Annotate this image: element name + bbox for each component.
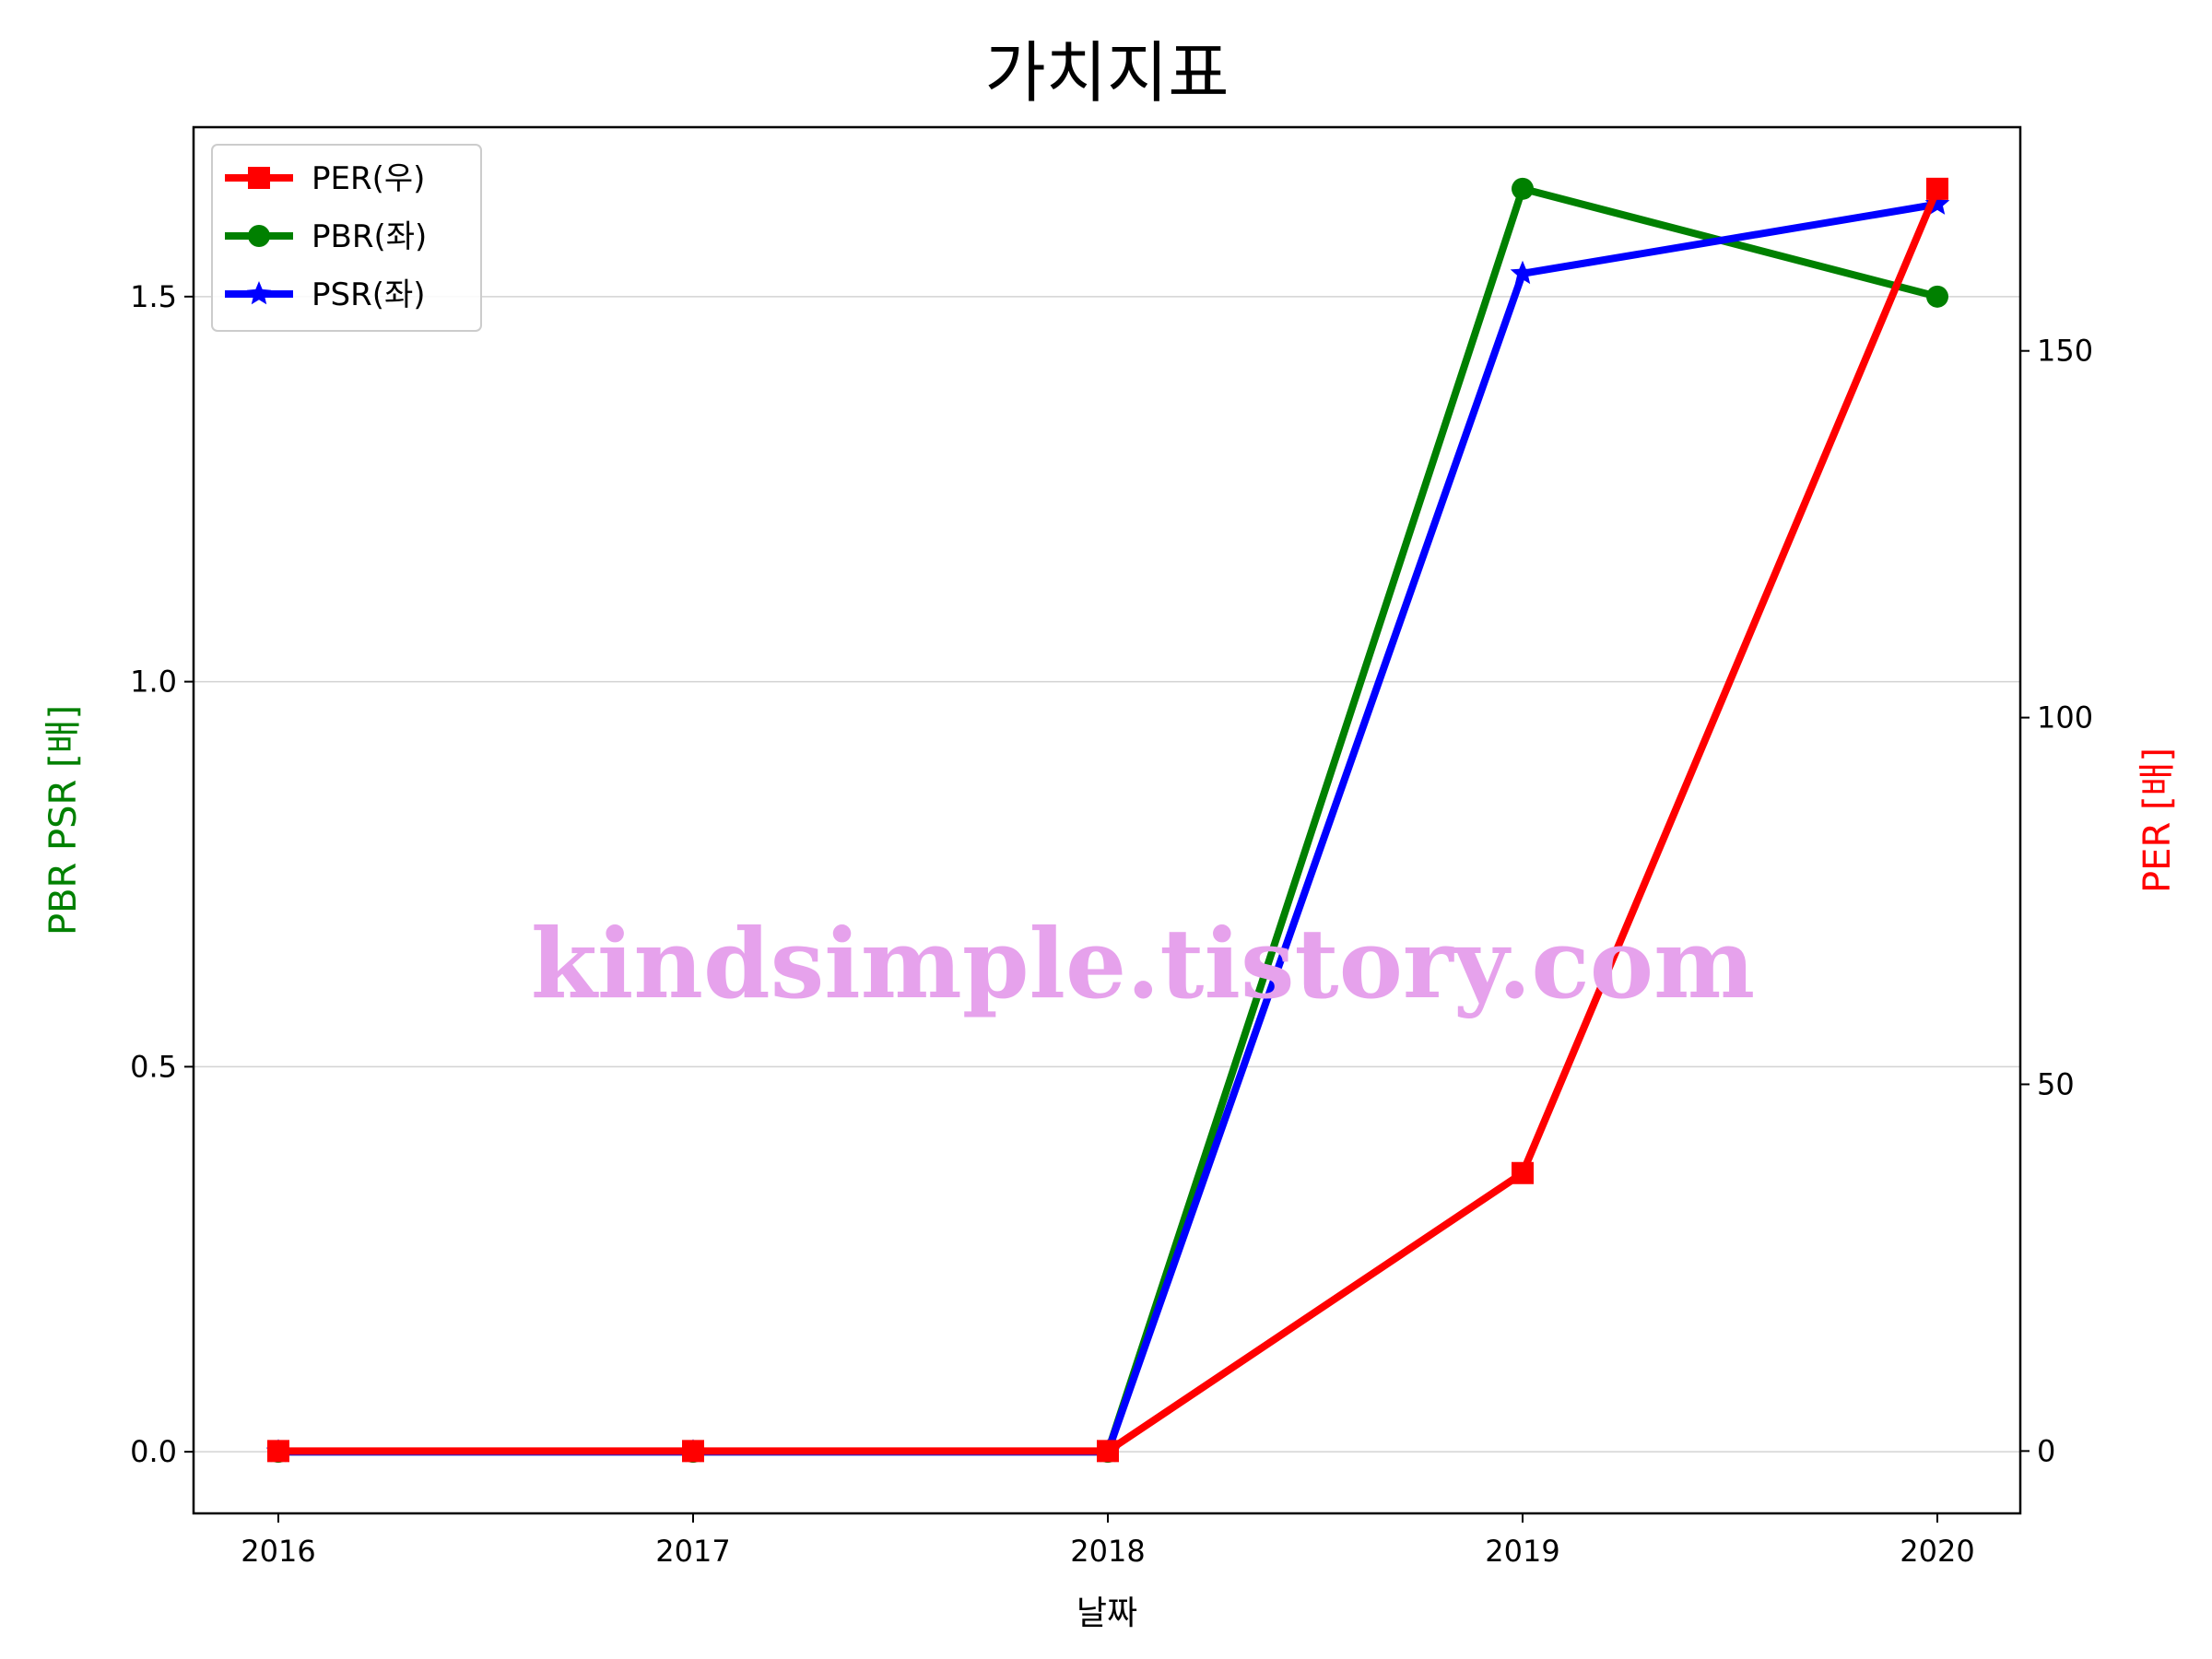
chart-title: 가치지표	[985, 34, 1230, 112]
plot-frame	[192, 125, 2022, 1515]
left-tick-label: 0.0	[130, 1434, 177, 1469]
right-tick-label: 0	[2037, 1433, 2055, 1468]
series-line	[278, 200, 1938, 1456]
legend: PER(우) PBR(좌) PSR(좌)	[211, 144, 482, 332]
series-circle	[267, 177, 1948, 1464]
legend-label: PSR(좌)	[312, 276, 426, 313]
legend-marker	[248, 167, 270, 189]
series-lines	[265, 177, 1950, 1464]
right-tick-label: 100	[2037, 700, 2093, 735]
right-tick-label: 50	[2037, 1066, 2075, 1101]
data-point	[1097, 1440, 1119, 1463]
data-point	[1512, 177, 1534, 200]
series-line	[278, 187, 1941, 1455]
x-tick-label: 2020	[1900, 1534, 1974, 1569]
legend-label: PER(우)	[312, 160, 425, 197]
legend-marker	[246, 281, 272, 305]
series-square	[267, 177, 1948, 1463]
x-tick-label: 2018	[1070, 1534, 1145, 1569]
right-tick-label: 150	[2037, 334, 2093, 369]
x-tick-label: 2019	[1485, 1534, 1559, 1569]
axes	[192, 125, 2022, 1515]
left-tick-label: 1.5	[130, 279, 177, 314]
left-tick-label: 1.0	[130, 665, 177, 700]
left-tick-label: 0.5	[130, 1049, 177, 1084]
x-tick-label: 2016	[241, 1534, 315, 1569]
ticks: 0.0 0.5 1.0 1.5 0 50 100 150 2016 2017 2018 2019 202…	[130, 279, 2093, 1569]
series-star	[265, 191, 1950, 1463]
left-axis-title: PBR PSR [배]	[42, 705, 85, 935]
watermark: kindsimple.tistory.com	[531, 907, 1755, 1020]
data-point	[1926, 177, 1948, 200]
x-axis-title: 날짜	[1077, 1594, 1137, 1632]
series-line	[278, 183, 1939, 1456]
data-point	[1512, 1161, 1534, 1184]
data-point	[1926, 285, 1948, 308]
x-tick-label: 2017	[655, 1534, 730, 1569]
legend-label: PBR(좌)	[312, 218, 427, 255]
gridlines	[194, 296, 2020, 1453]
legend-box	[211, 144, 482, 332]
data-point	[682, 1440, 704, 1463]
legend-marker	[248, 225, 270, 247]
right-axis-title: PER [배]	[2136, 747, 2179, 893]
data-point	[1510, 260, 1535, 285]
data-point	[267, 1440, 289, 1463]
